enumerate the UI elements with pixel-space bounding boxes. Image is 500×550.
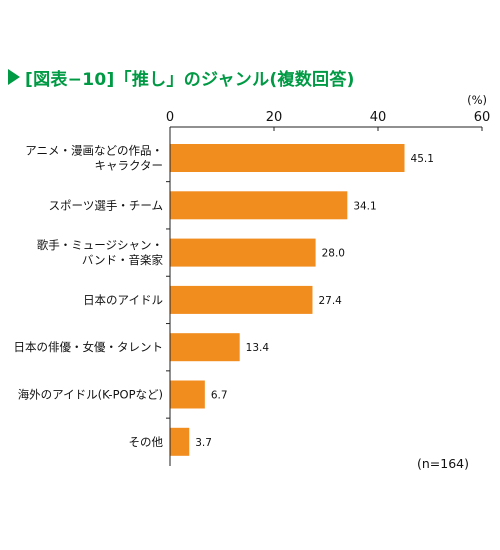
category-label: スポーツ選手・チーム xyxy=(49,198,163,212)
category-label: その他 xyxy=(129,435,164,449)
bar xyxy=(170,144,405,172)
category-label: 歌手・ミュージシャン・ xyxy=(37,238,163,252)
category-label: バンド・音楽家 xyxy=(82,253,164,267)
bar xyxy=(170,238,316,267)
unit-label: (%) xyxy=(467,93,487,107)
chart-title-text: [図表−10]「推し」のジャンル(複数回答) xyxy=(25,69,355,90)
bar xyxy=(170,285,313,314)
category-labels: アニメ・漫画などの作品・キャラクタースポーツ選手・チーム歌手・ミュージシャン・バ… xyxy=(14,144,170,449)
x-tick-label: 0 xyxy=(166,110,174,125)
bar-value-label: 13.4 xyxy=(246,342,270,354)
bar xyxy=(170,380,205,409)
chart-title: [図表−10]「推し」のジャンル(複数回答) xyxy=(8,64,355,90)
x-tick-label: 20 xyxy=(266,110,283,125)
bar-value-label: 45.1 xyxy=(411,153,434,165)
x-tick-label: 40 xyxy=(370,110,387,125)
bar-value-label: 28.0 xyxy=(322,248,345,260)
bar xyxy=(170,427,190,456)
bar-value-label: 3.7 xyxy=(195,437,212,449)
category-label: 海外のアイドル(K-POPなど) xyxy=(18,388,163,402)
bar-value-label: 34.1 xyxy=(353,200,376,212)
x-tick-label: 60 xyxy=(474,110,491,125)
bar-value-label: 27.4 xyxy=(318,295,342,307)
sample-size-note: (n=164) xyxy=(417,456,469,471)
bars: 45.1 34.1 28.0 27.4 13.4 6.7 3.7 xyxy=(170,144,434,456)
category-label: アニメ・漫画などの作品・ xyxy=(25,144,163,158)
triangle-marker-icon xyxy=(8,69,20,85)
category-label: キャラクター xyxy=(94,159,163,173)
bar-value-label: 6.7 xyxy=(211,390,228,402)
bar xyxy=(170,333,240,362)
category-label: 日本の俳優・女優・タレント xyxy=(14,340,164,354)
bar xyxy=(170,191,348,220)
x-axis-ticks: 0 20 40 60 xyxy=(166,110,490,131)
category-label: 日本のアイドル xyxy=(83,293,163,307)
